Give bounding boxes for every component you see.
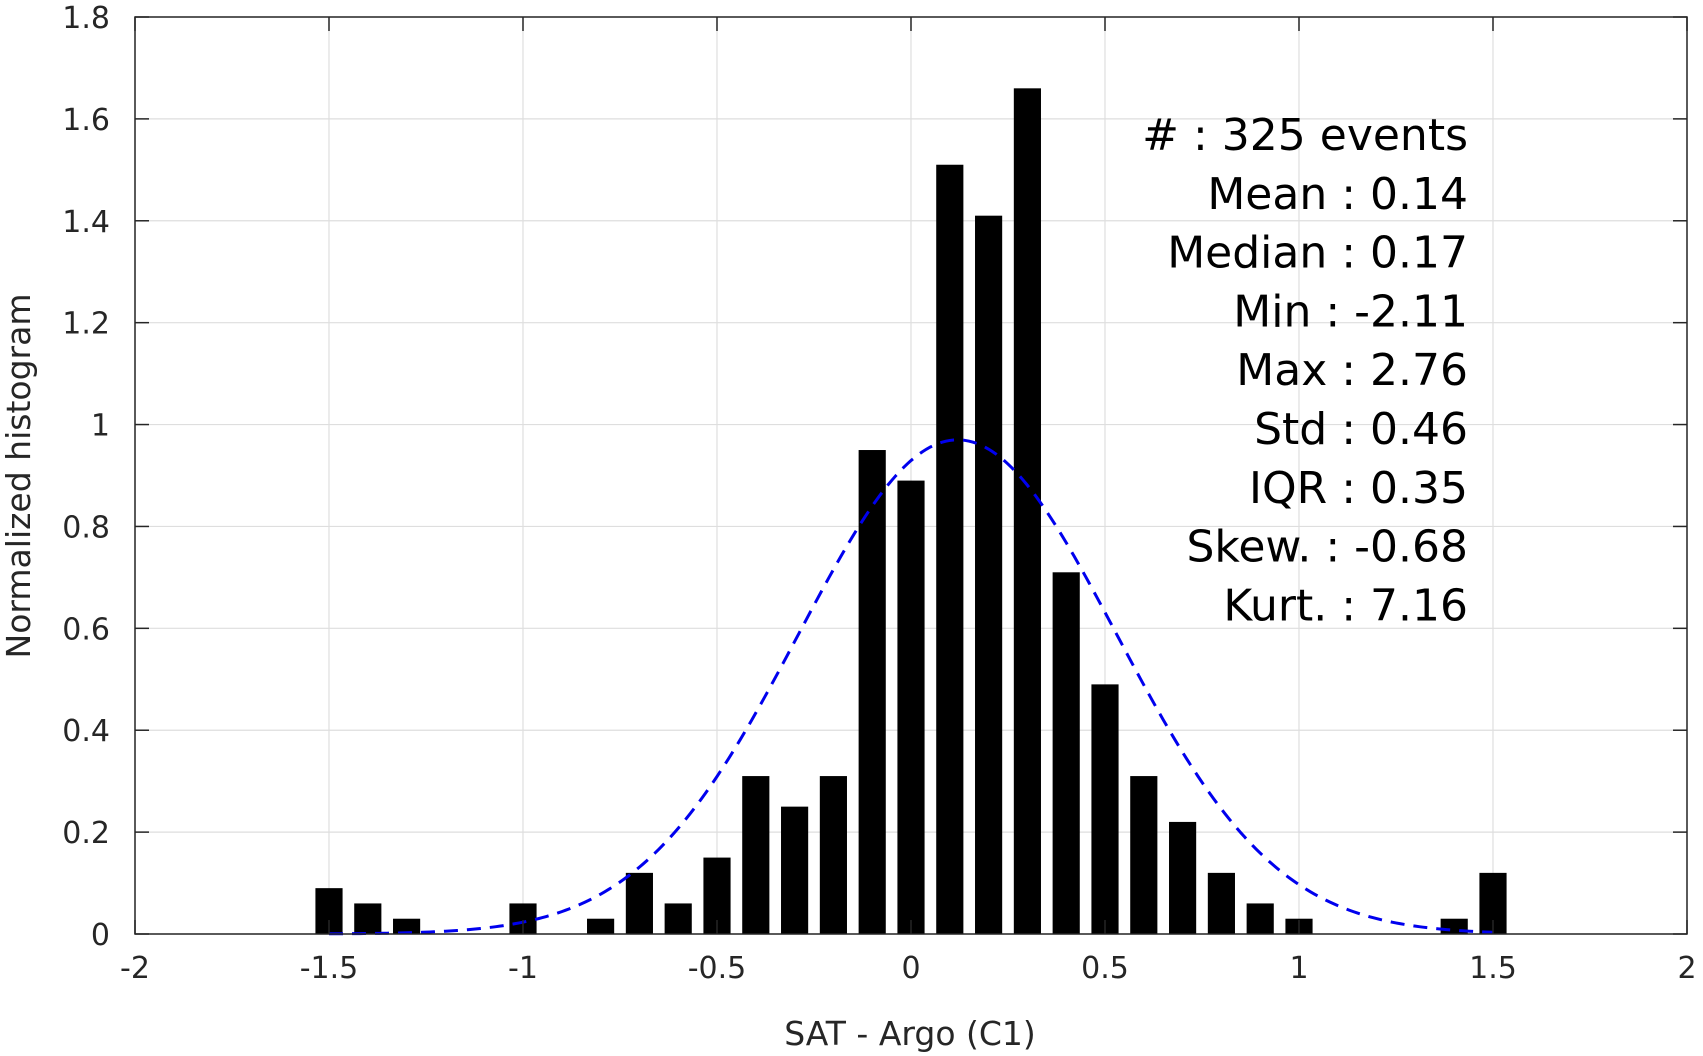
- y-tick-label: 1.2: [62, 307, 110, 342]
- histogram-bar: [354, 903, 382, 934]
- histogram-bar: [897, 480, 925, 934]
- histogram-bar: [858, 450, 886, 934]
- stat-value: : -0.68: [1325, 522, 1468, 573]
- y-tick-labels: 0 0.2 0.4 0.6 0.8 1 1.2 1.4 1.6 1.8: [62, 1, 110, 953]
- histogram-bar: [742, 776, 770, 934]
- stat-line: Kurt. : 7.16: [1223, 580, 1468, 631]
- histogram-bar: [1207, 872, 1235, 934]
- histogram-bar: [664, 903, 692, 934]
- stat-line: Median : 0.17: [1167, 228, 1468, 279]
- y-tick-label: 1.6: [62, 103, 110, 138]
- y-tick-label: 0.2: [62, 816, 110, 851]
- y-tick-label: 0.8: [62, 510, 110, 545]
- x-tick-label: -1.5: [300, 951, 359, 986]
- stat-value: : 0.17: [1341, 228, 1468, 279]
- stat-value: : 325 events: [1193, 110, 1468, 161]
- x-tick-label: 0.5: [1081, 951, 1129, 986]
- y-tick-label: 1.8: [62, 1, 110, 36]
- histogram-bar: [819, 776, 847, 934]
- stat-label: Skew.: [1187, 522, 1326, 573]
- x-tick-label: 1.5: [1469, 951, 1517, 986]
- stat-line: IQR : 0.35: [1249, 463, 1468, 514]
- histogram-bar: [1013, 88, 1041, 935]
- histogram-bar: [781, 806, 809, 934]
- stat-label: Median: [1167, 228, 1341, 279]
- stat-value: : -2.11: [1325, 286, 1468, 337]
- x-tick-label: -1: [508, 951, 538, 986]
- histogram-bar: [1052, 572, 1080, 934]
- histogram-bar: [936, 164, 964, 934]
- stat-line: Mean : 0.14: [1207, 169, 1468, 220]
- stat-value: : 0.46: [1341, 404, 1468, 455]
- y-tick-label: 0.6: [62, 612, 110, 647]
- stat-line: Skew. : -0.68: [1187, 522, 1469, 573]
- stat-label: IQR: [1249, 463, 1341, 514]
- histogram-bar: [1246, 903, 1274, 934]
- stat-value: : 0.35: [1341, 463, 1468, 514]
- stat-label: Min: [1233, 286, 1325, 337]
- histogram-bars: [315, 88, 1507, 935]
- y-tick-label: 0: [91, 918, 110, 953]
- x-tick-label: 0: [901, 951, 920, 986]
- histogram-bar: [975, 215, 1003, 934]
- histogram-bar: [1169, 821, 1197, 934]
- stat-line: Std : 0.46: [1254, 404, 1468, 455]
- stat-line: # : 325 events: [1142, 110, 1468, 161]
- histogram-bar: [393, 918, 421, 934]
- stat-value: : 2.76: [1341, 345, 1468, 396]
- stat-label: #: [1142, 110, 1193, 161]
- stat-line: Max : 2.76: [1236, 345, 1468, 396]
- stat-line: Min : -2.11: [1233, 286, 1468, 337]
- x-axis-label: SAT - Argo (C1): [784, 1014, 1036, 1053]
- x-tick-labels: -2 -1.5 -1 -0.5 0 0.5 1 1.5 2: [120, 951, 1697, 986]
- y-axis-label: Normalized histogram: [0, 294, 38, 659]
- stat-value: : 0.14: [1341, 169, 1468, 220]
- stat-label: Std: [1254, 404, 1341, 455]
- y-tick-label: 1.4: [62, 205, 110, 240]
- x-tick-label: -2: [120, 951, 150, 986]
- stat-label: Mean: [1207, 169, 1341, 220]
- x-tick-label: 2: [1677, 951, 1696, 986]
- x-tick-label: -0.5: [688, 951, 747, 986]
- histogram-bar: [587, 918, 615, 934]
- axis-ticks: [134, 16, 1688, 935]
- stat-label: Max: [1236, 345, 1341, 396]
- y-tick-label: 1: [91, 409, 110, 444]
- y-tick-label: 0.4: [62, 714, 110, 749]
- stat-label: Kurt.: [1223, 580, 1341, 631]
- x-tick-label: 1: [1289, 951, 1308, 986]
- histogram-bar: [625, 872, 653, 934]
- stat-value: : 7.16: [1341, 580, 1468, 631]
- histogram-bar: [1130, 776, 1158, 934]
- histogram-bar: [1091, 684, 1119, 934]
